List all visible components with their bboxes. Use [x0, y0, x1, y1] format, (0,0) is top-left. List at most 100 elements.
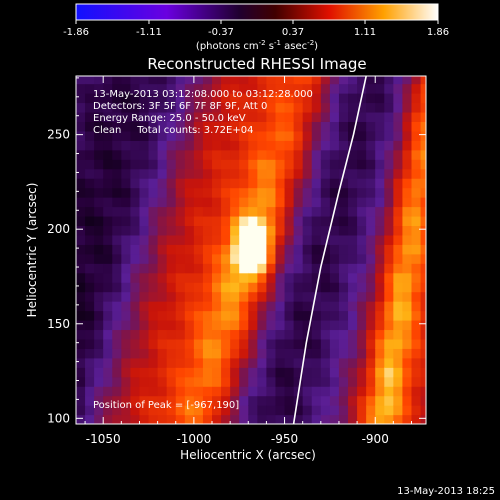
heatmap-cell — [393, 367, 404, 378]
heatmap-cell — [103, 282, 113, 293]
heatmap-cell — [103, 376, 113, 387]
heatmap-cell — [184, 149, 195, 160]
heatmap-cell — [202, 206, 213, 217]
heatmap-cell — [212, 386, 222, 397]
heatmap-cell — [112, 282, 122, 293]
heatmap-cell — [230, 130, 240, 141]
heatmap-cell — [384, 178, 394, 189]
heatmap-cell — [266, 178, 277, 189]
heatmap-cell — [103, 301, 113, 312]
heatmap-cell — [257, 197, 268, 208]
heatmap-cell — [248, 348, 258, 359]
heatmap-cell — [266, 263, 277, 274]
heatmap-cell — [375, 291, 385, 302]
heatmap-cell — [221, 253, 231, 264]
heatmap-cell — [175, 187, 186, 198]
heatmap-cell — [284, 338, 295, 349]
heatmap-cell — [139, 215, 150, 227]
heatmap-cell — [85, 206, 95, 217]
heatmap-cell — [284, 83, 295, 94]
heatmap-cell — [112, 93, 122, 104]
heatmap-cell — [348, 386, 358, 397]
heatmap-cell — [402, 405, 413, 416]
heatmap-cell — [366, 76, 376, 85]
heatmap-cell — [411, 395, 422, 406]
heatmap-cell — [230, 367, 240, 378]
heatmap-cell — [94, 215, 104, 227]
heatmap-cell — [193, 159, 204, 170]
heatmap-cell — [239, 159, 249, 170]
heatmap-cell — [284, 310, 295, 321]
heatmap-cell — [184, 168, 195, 179]
heatmap-cell — [284, 386, 295, 397]
heatmap-cell — [175, 319, 186, 331]
heatmap-cell — [193, 329, 204, 340]
heatmap-cell — [420, 272, 426, 283]
heatmap-cell — [366, 282, 376, 293]
heatmap-cell — [320, 215, 331, 227]
heatmap-cell — [266, 225, 277, 236]
heatmap-cell — [103, 197, 113, 208]
heatmap-cell — [366, 357, 376, 368]
heatmap-cell — [193, 178, 204, 189]
heatmap-cell — [103, 102, 113, 113]
heatmap-cell — [320, 253, 331, 264]
heatmap-cell — [212, 282, 222, 293]
heatmap-cell — [202, 244, 213, 255]
heatmap-cell — [266, 338, 277, 349]
heatmap-cell — [266, 168, 277, 179]
heatmap-cell — [348, 76, 358, 85]
heatmap-cell — [275, 405, 286, 416]
info-detectors: Detectors: 3F 5F 6F 7F 8F 9F, Att 0 — [93, 101, 267, 112]
heatmap-cell — [384, 244, 394, 255]
heatmap-cell — [320, 367, 331, 378]
heatmap-cell — [76, 83, 86, 94]
heatmap-cell — [139, 282, 150, 293]
heatmap-cell — [366, 395, 376, 406]
heatmap-cell — [348, 357, 358, 368]
heatmap-cell — [184, 102, 195, 113]
heatmap-cell — [112, 83, 122, 94]
heatmap-cell — [112, 197, 122, 208]
colorbar-tick-label: -0.37 — [208, 27, 234, 38]
heatmap-cell — [239, 376, 249, 387]
heatmap-cell — [103, 76, 113, 85]
heatmap-cell — [338, 93, 349, 104]
heatmap-cell — [329, 405, 340, 416]
heatmap-cell — [302, 187, 313, 198]
heatmap-cell — [148, 253, 159, 264]
heatmap-cell — [157, 102, 168, 113]
heatmap-cell — [384, 310, 394, 321]
heatmap-cell — [384, 367, 394, 378]
x-axis-label: Heliocentric X (arcsec) — [180, 448, 316, 462]
heatmap-cell — [202, 301, 213, 312]
heatmap-cell — [193, 140, 204, 151]
heatmap-cell — [275, 414, 286, 424]
heatmap-cell — [284, 225, 295, 236]
heatmap-cell — [366, 111, 376, 122]
heatmap-cell — [212, 272, 222, 283]
heatmap-cell — [329, 329, 340, 340]
heatmap-cell — [212, 149, 222, 160]
heatmap-cell — [130, 414, 141, 424]
heatmap-cell — [175, 395, 186, 406]
heatmap-cell — [248, 357, 258, 368]
heatmap-cell — [257, 291, 268, 302]
heatmap-cell — [94, 130, 104, 141]
heatmap-cell — [284, 272, 295, 283]
heatmap-cell — [366, 253, 376, 264]
heatmap-cell — [384, 319, 394, 331]
heatmap-cell — [130, 197, 141, 208]
heatmap-cell — [221, 93, 231, 104]
heatmap-cell — [329, 319, 340, 331]
heatmap-cell — [384, 76, 394, 85]
heatmap-cell — [248, 102, 258, 113]
heatmap-cell — [338, 272, 349, 283]
heatmap-cell — [284, 348, 295, 359]
heatmap-cell — [338, 244, 349, 255]
heatmap-cell — [302, 263, 313, 274]
heatmap-cell — [239, 225, 249, 236]
heatmap-cell — [85, 338, 95, 349]
heatmap-cell — [239, 319, 249, 331]
heatmap-cell — [275, 93, 286, 104]
